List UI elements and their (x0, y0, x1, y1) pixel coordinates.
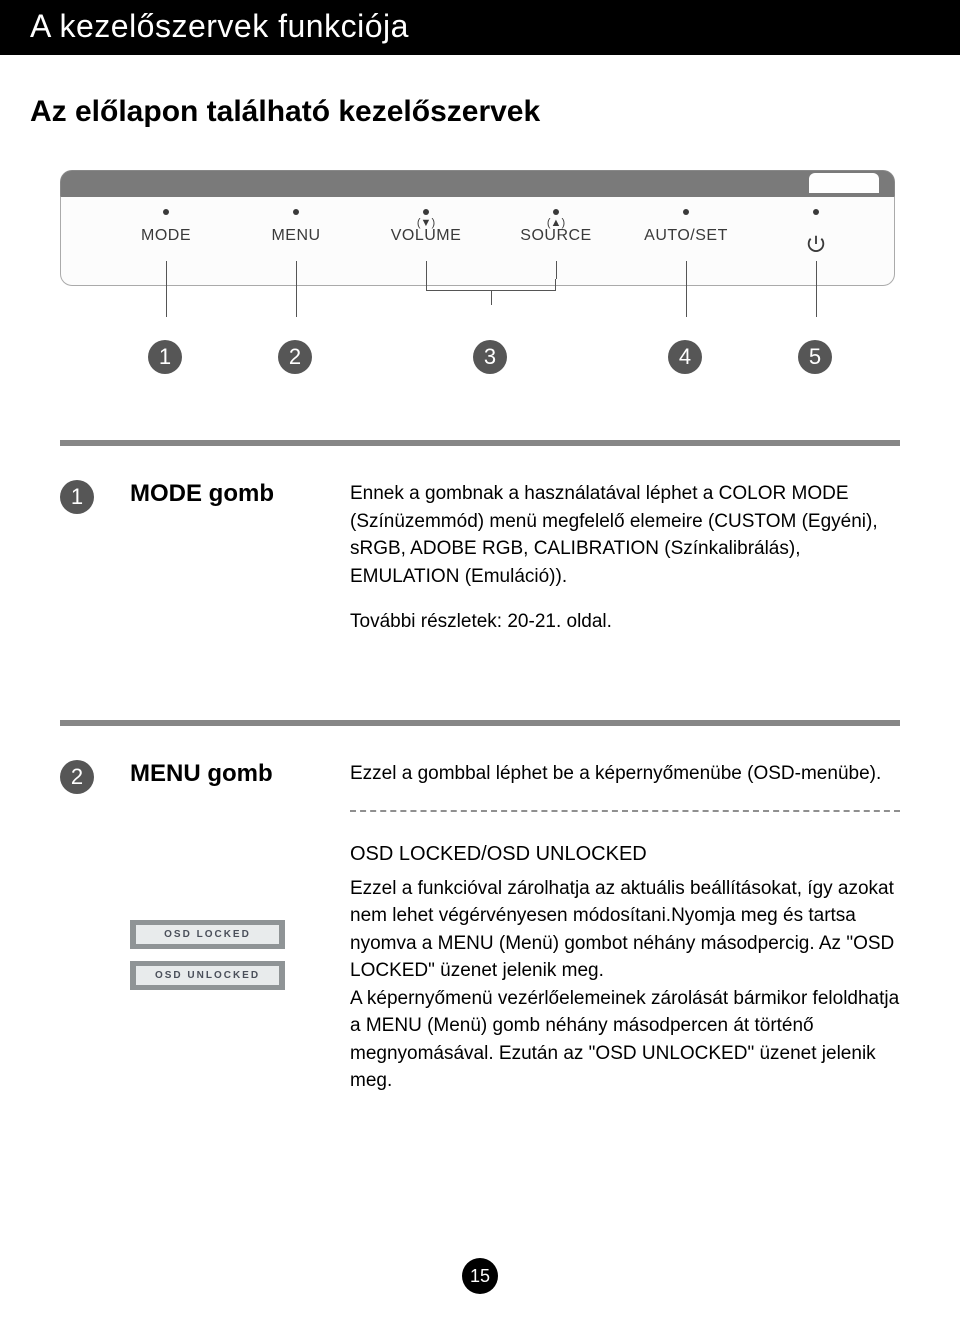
dot-icon (163, 209, 169, 215)
bracket-drop-line (491, 291, 492, 305)
connector-line (556, 261, 557, 279)
badge-col: 2 (230, 340, 360, 374)
badge-section-2: 2 (60, 760, 94, 794)
dotted-divider (350, 810, 900, 812)
badge-row: 1 2 3 4 5 (60, 340, 895, 374)
bezel-btn-menu: MENU (231, 209, 361, 255)
section-label: MENU gomb (130, 760, 330, 830)
section-body: Ezzel a gombbal léphet be a képernyőmenü… (350, 760, 900, 830)
page-number: 15 (462, 1258, 498, 1294)
page-title: A kezelőszervek funkciója (0, 0, 960, 55)
page-subtitle: Az előlapon található kezelőszervek (30, 95, 540, 129)
power-icon (751, 233, 881, 255)
badge-4: 4 (668, 340, 702, 374)
connector-line (166, 261, 167, 317)
bezel-btn-mode: MODE (101, 209, 231, 255)
bezel-button-row: MODE MENU (▼) VOLUME (▲) SOURCE (61, 209, 894, 255)
osd-body-column: OSD LOCKED/OSD UNLOCKED Ezzel a funkcióv… (350, 840, 900, 1095)
hint-text (751, 217, 881, 229)
mode-description: Ennek a gombnak a használatával léphet a… (350, 480, 900, 590)
badge-col: 1 (100, 340, 230, 374)
spacer (60, 840, 110, 1095)
volume-source-bracket (426, 279, 556, 291)
osd-locked-tag: OSD LOCKED (130, 920, 285, 949)
divider-rule (60, 440, 900, 446)
badge-col: 5 (750, 340, 880, 374)
btn-label: SOURCE (491, 227, 621, 245)
badge-col: 4 (620, 340, 750, 374)
badge-5: 5 (798, 340, 832, 374)
section-mode: 1 MODE gomb Ennek a gombnak a használatá… (60, 480, 900, 636)
divider-rule (60, 720, 900, 726)
bezel-btn-power (751, 209, 881, 255)
connector-line (816, 261, 817, 317)
bezel-btn-volume: (▼) VOLUME (361, 209, 491, 255)
dot-icon (423, 209, 429, 215)
badge-1: 1 (148, 340, 182, 374)
badge-3: 3 (473, 340, 507, 374)
monitor-bezel-diagram: MODE MENU (▼) VOLUME (▲) SOURCE (60, 170, 895, 286)
badge-2: 2 (278, 340, 312, 374)
dot-icon (683, 209, 689, 215)
bezel-btn-source: (▲) SOURCE (491, 209, 621, 255)
osd-body-text: Ezzel a funkcióval zárolhatja az aktuáli… (350, 875, 900, 1095)
section-badge-col: 2 (60, 760, 110, 830)
connector-line (296, 261, 297, 317)
btn-label: AUTO/SET (621, 227, 751, 245)
connector-line (426, 261, 427, 279)
btn-label: MODE (101, 227, 231, 245)
badge-section-1: 1 (60, 480, 94, 514)
osd-locked-label: OSD LOCKED (136, 925, 279, 944)
badge-col: 3 (360, 340, 620, 374)
menu-intro: Ezzel a gombbal léphet be a képernyőmenü… (350, 760, 900, 788)
osd-heading: OSD LOCKED/OSD UNLOCKED (350, 840, 900, 869)
bezel-body: MODE MENU (▼) VOLUME (▲) SOURCE (60, 196, 895, 286)
section-badge-col: 1 (60, 480, 110, 636)
section-body: Ennek a gombnak a használatával léphet a… (350, 480, 900, 636)
bezel-inner-tab (809, 173, 879, 193)
section-label: MODE gomb (130, 480, 330, 636)
btn-label: MENU (231, 227, 361, 245)
bezel-top-strip (60, 170, 895, 196)
btn-label: VOLUME (361, 227, 491, 245)
osd-unlocked-tag: OSD UNLOCKED (130, 961, 285, 990)
osd-tags-column: OSD LOCKED OSD UNLOCKED (130, 840, 330, 1095)
bezel-btn-autoset: AUTO/SET (621, 209, 751, 255)
osd-unlocked-label: OSD UNLOCKED (136, 966, 279, 985)
dot-icon (553, 209, 559, 215)
section-menu: 2 MENU gomb Ezzel a gombbal léphet be a … (60, 760, 900, 1095)
connector-line (686, 261, 687, 317)
dot-icon (813, 209, 819, 215)
dot-icon (293, 209, 299, 215)
mode-details: További részletek: 20-21. oldal. (350, 608, 900, 636)
